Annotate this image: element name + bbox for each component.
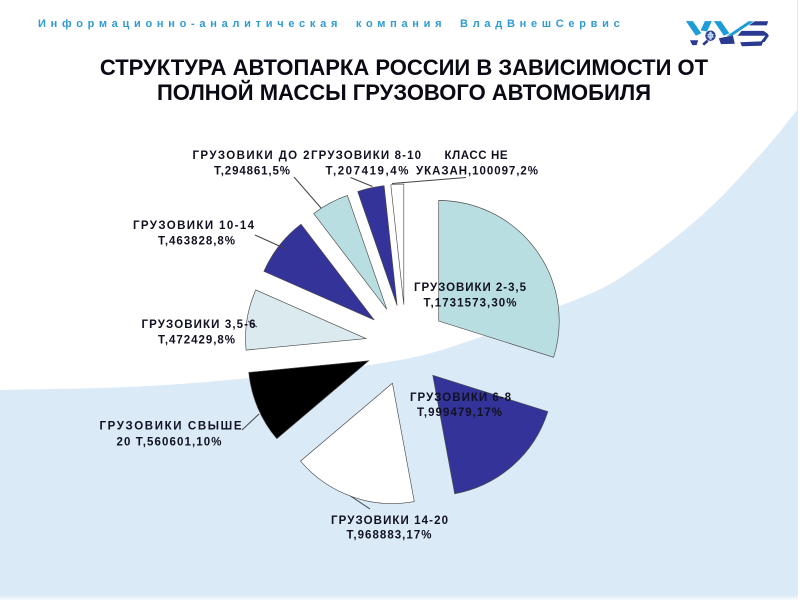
svg-text:УКАЗАН,100097,2%: УКАЗАН,100097,2%: [416, 166, 538, 178]
svg-text:ГРУЗОВИКИ ДО 2: ГРУЗОВИКИ ДО 2: [193, 150, 310, 162]
svg-text:ГРУЗОВИКИ 14-20: ГРУЗОВИКИ 14-20: [331, 515, 448, 527]
svg-text:Т,968883,17%: Т,968883,17%: [347, 529, 432, 541]
svg-text:ГРУЗОВИКИ 8-10: ГРУЗОВИКИ 8-10: [311, 150, 421, 162]
svg-text:ГРУЗОВИКИ СВЫШЕ: ГРУЗОВИКИ СВЫШЕ: [100, 421, 242, 433]
svg-text:ГРУЗОВИКИ 10-14: ГРУЗОВИКИ 10-14: [133, 220, 255, 232]
svg-text:Т,207419,4%: Т,207419,4%: [326, 166, 409, 178]
svg-text:Т,999479,17%: Т,999479,17%: [417, 407, 502, 419]
svg-text:ГРУЗОВИКИ 3,5-6: ГРУЗОВИКИ 3,5-6: [142, 319, 256, 331]
svg-text:ГРУЗОВИКИ 6-8: ГРУЗОВИКИ 6-8: [410, 392, 512, 404]
svg-text:20 Т,560601,10%: 20 Т,560601,10%: [117, 437, 222, 449]
svg-text:Т,1731573,30%: Т,1731573,30%: [424, 298, 517, 310]
svg-text:Т,294861,5%: Т,294861,5%: [214, 166, 290, 178]
svg-text:ГРУЗОВИКИ 2-3,5: ГРУЗОВИКИ 2-3,5: [414, 282, 527, 294]
svg-text:Т,472429,8%: Т,472429,8%: [158, 335, 235, 347]
svg-text:Т,463828,8%: Т,463828,8%: [158, 236, 235, 248]
svg-text:КЛАСС НЕ: КЛАСС НЕ: [445, 150, 508, 162]
